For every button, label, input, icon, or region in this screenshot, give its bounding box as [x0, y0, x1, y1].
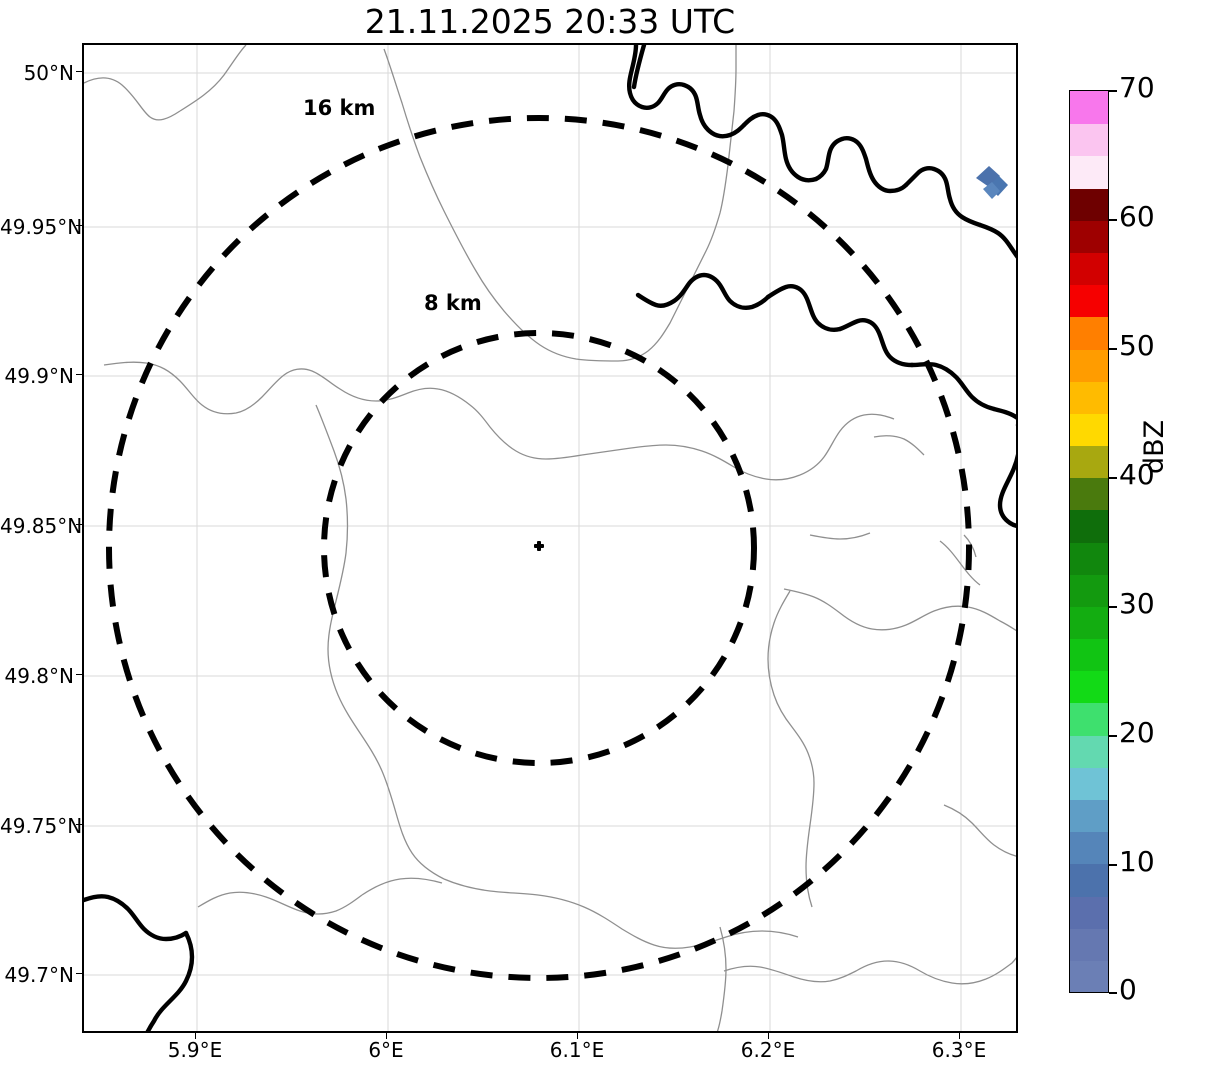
colorbar-band-62.5-65	[1070, 155, 1108, 189]
colorbar-band-32.5-35	[1070, 541, 1108, 575]
colorbar-band-0-2.5	[1070, 959, 1108, 992]
range-rings	[106, 115, 972, 981]
colorbar-ticklabel-10: 10	[1119, 845, 1155, 878]
ytick-mark-49_85	[76, 524, 82, 525]
xtick-mark-6_0	[386, 1033, 387, 1039]
national-border	[84, 45, 1016, 1031]
ytick-label-49_8: 49.8°N	[4, 664, 75, 688]
colorbar-band-2.5-5	[1070, 927, 1108, 961]
colorbar-tick-10	[1109, 864, 1117, 866]
colorbar-tick-0	[1109, 992, 1117, 994]
ytick-label-49_75: 49.75°N	[0, 814, 83, 838]
colorbar-band-40-42.5	[1070, 444, 1108, 479]
xtick-mark-5_9	[195, 1033, 196, 1039]
colorbar-ticklabel-20: 20	[1119, 716, 1155, 749]
colorbar-ticklabel-50: 50	[1119, 329, 1155, 362]
colorbar-ticklabel-70: 70	[1119, 71, 1155, 104]
ytick-label-49_95: 49.95°N	[0, 215, 83, 239]
ytick-mark-49_9	[76, 374, 82, 375]
colorbar-tick-70	[1109, 90, 1117, 92]
ytick-label-49_7: 49.7°N	[4, 963, 75, 987]
colorbar-band-35-37.5	[1070, 509, 1108, 543]
colorbar-band-10-12.5	[1070, 831, 1108, 865]
colorbar-band-57.5-60	[1070, 219, 1108, 253]
colorbar-tick-20	[1109, 735, 1117, 737]
xtick-mark-6_3	[959, 1033, 960, 1039]
colorbar-band-42.5-45	[1070, 412, 1108, 447]
ytick-mark-50	[76, 71, 82, 72]
ytick-mark-49_7	[76, 973, 82, 974]
reflectivity-echo-northeast	[976, 166, 1008, 199]
colorbar-tick-30	[1109, 606, 1117, 608]
colorbar-ticklabel-0: 0	[1119, 973, 1137, 1006]
colorbar-band-50-52.5	[1070, 316, 1108, 350]
ytick-mark-49_75	[76, 824, 82, 825]
colorbar-band-45-47.5	[1070, 380, 1108, 414]
colorbar-band-17.5-20	[1070, 734, 1108, 768]
colorbar-band-25-27.5	[1070, 638, 1108, 672]
colorbar-ticklabel-40: 40	[1119, 458, 1155, 491]
ytick-label-50: 50°N	[23, 61, 74, 85]
colorbar-axis-label: dBZ	[1139, 419, 1170, 474]
map-gridlines	[84, 45, 1016, 1031]
colorbar-band-60-62.5	[1070, 187, 1108, 221]
xtick-label-6_3: 6.3°E	[931, 1038, 987, 1062]
ytick-mark-49_8	[76, 674, 82, 675]
ytick-label-49_9: 49.9°N	[4, 364, 75, 388]
colorbar-band-5-7.5	[1070, 895, 1108, 929]
xtick-mark-6_2	[768, 1033, 769, 1039]
colorbar-band-55-57.5	[1070, 251, 1108, 286]
range-ring-8km	[321, 330, 757, 766]
map-plot-area[interactable]	[82, 43, 1018, 1033]
xtick-mark-6_1	[577, 1033, 578, 1039]
xtick-label-6_2: 6.2°E	[740, 1038, 796, 1062]
xtick-label-6_0: 6°E	[368, 1038, 404, 1062]
page-title: 21.11.2025 20:33 UTC	[364, 2, 736, 41]
ytick-label-49_85: 49.85°N	[0, 514, 83, 538]
colorbar-band-7.5-10	[1070, 863, 1108, 897]
admin-boundaries	[84, 45, 1016, 1031]
colorbar-band-52.5-55	[1070, 284, 1108, 318]
colorbar-band-15-17.5	[1070, 766, 1108, 800]
colorbar-band-47.5-50	[1070, 348, 1108, 382]
map-canvas	[84, 45, 1016, 1031]
radar-site-marker	[534, 541, 544, 551]
colorbar-band-20-22.5	[1070, 702, 1108, 736]
range-ring-label-16km: 16 km	[303, 96, 376, 120]
colorbar-band-65-67.5	[1070, 123, 1108, 157]
colorbar-band-22.5-25	[1070, 670, 1108, 704]
colorbar-ticklabel-30: 30	[1119, 587, 1155, 620]
ytick-mark-49_95	[76, 225, 82, 226]
colorbar-band-30-32.5	[1070, 573, 1108, 607]
colorbar-band-37.5-40	[1070, 477, 1108, 511]
colorbar-band-67.5-70	[1070, 91, 1108, 125]
colorbar-ticklabel-60: 60	[1119, 200, 1155, 233]
range-ring-label-8km: 8 km	[424, 291, 482, 315]
range-ring-16km	[106, 115, 972, 981]
xtick-label-6_1: 6.1°E	[549, 1038, 605, 1062]
colorbar-tick-40	[1109, 477, 1117, 479]
colorbar-tick-60	[1109, 219, 1117, 221]
colorbar[interactable]	[1069, 90, 1109, 993]
xtick-label-5_9: 5.9°E	[167, 1038, 223, 1062]
colorbar-band-12.5-15	[1070, 798, 1108, 833]
colorbar-band-27.5-30	[1070, 605, 1108, 640]
colorbar-tick-50	[1109, 348, 1117, 350]
